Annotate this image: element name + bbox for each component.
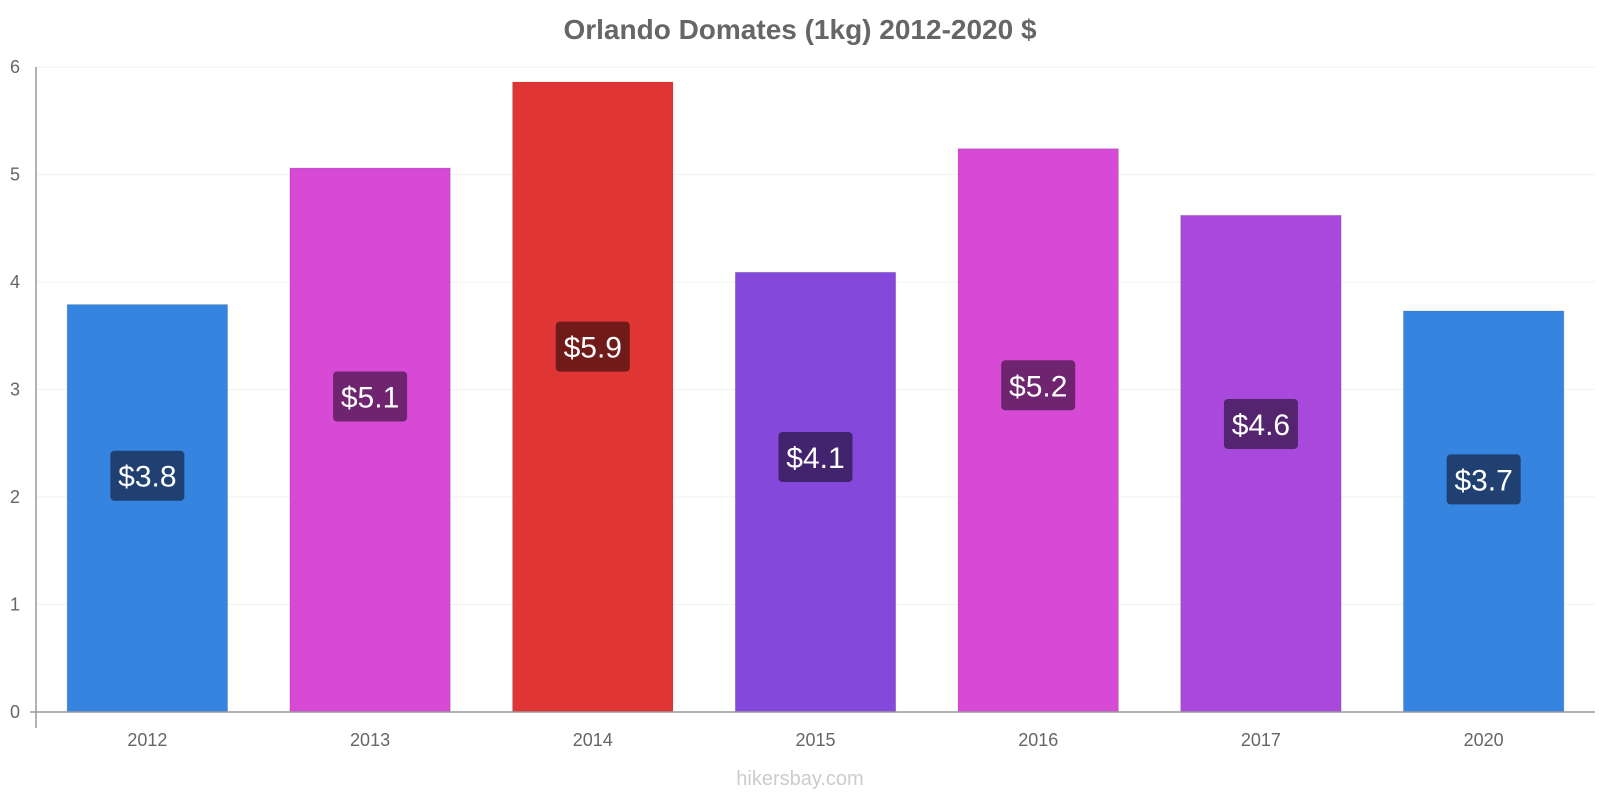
x-tick-label: 2014 (573, 730, 613, 750)
bar-2016 (957, 148, 1119, 713)
axes (30, 67, 1595, 728)
watermark: hikersbay.com (736, 768, 864, 790)
y-tick-label: 1 (10, 595, 20, 615)
x-tick-label: 2015 (795, 730, 835, 750)
x-tick-label: 2020 (1464, 730, 1504, 750)
data-label-bg (555, 321, 630, 372)
bar-2015 (734, 271, 897, 713)
bar-2017 (1180, 214, 1342, 713)
bar-2013 (289, 167, 451, 713)
y-tick-label: 6 (10, 57, 20, 77)
data-label-bg (778, 431, 853, 482)
data-label-bg (333, 371, 408, 422)
data-label: $5.1 (341, 382, 399, 415)
x-axis-ticks: 2012 2013 2014 2015 2016 2017 2020 (127, 730, 1503, 750)
y-tick-label: 3 (10, 380, 20, 400)
data-label: $5.9 (564, 332, 622, 365)
data-label: $5.2 (1009, 370, 1067, 403)
bars (66, 81, 1565, 713)
data-label-bg (110, 450, 185, 501)
data-label: $4.1 (786, 442, 844, 475)
bar-2012 (66, 304, 229, 713)
bar-2014 (512, 81, 674, 713)
chart-title: Orlando Domates (1kg) 2012-2020 $ (563, 14, 1037, 45)
data-labels: $3.8 $5.1 $5.9 $4.1 $5.2 $4.6 $3.7 (110, 321, 1521, 505)
y-axis-ticks: 0 1 2 3 4 5 6 (10, 57, 20, 722)
data-label-bg (1223, 398, 1298, 449)
data-label: $4.6 (1232, 409, 1290, 442)
y-tick-label: 0 (10, 702, 20, 722)
data-label: $3.8 (118, 461, 176, 494)
data-label-bg (1001, 360, 1076, 411)
x-tick-label: 2012 (127, 730, 167, 750)
bar-2020 (1402, 310, 1565, 713)
data-label-bg (1446, 454, 1521, 505)
y-tick-label: 2 (10, 487, 20, 507)
y-tick-label: 4 (10, 272, 20, 292)
x-tick-label: 2016 (1018, 730, 1058, 750)
x-tick-label: 2017 (1241, 730, 1281, 750)
y-tick-label: 5 (10, 165, 20, 185)
data-label: $3.7 (1454, 464, 1512, 497)
x-tick-label: 2013 (350, 730, 390, 750)
